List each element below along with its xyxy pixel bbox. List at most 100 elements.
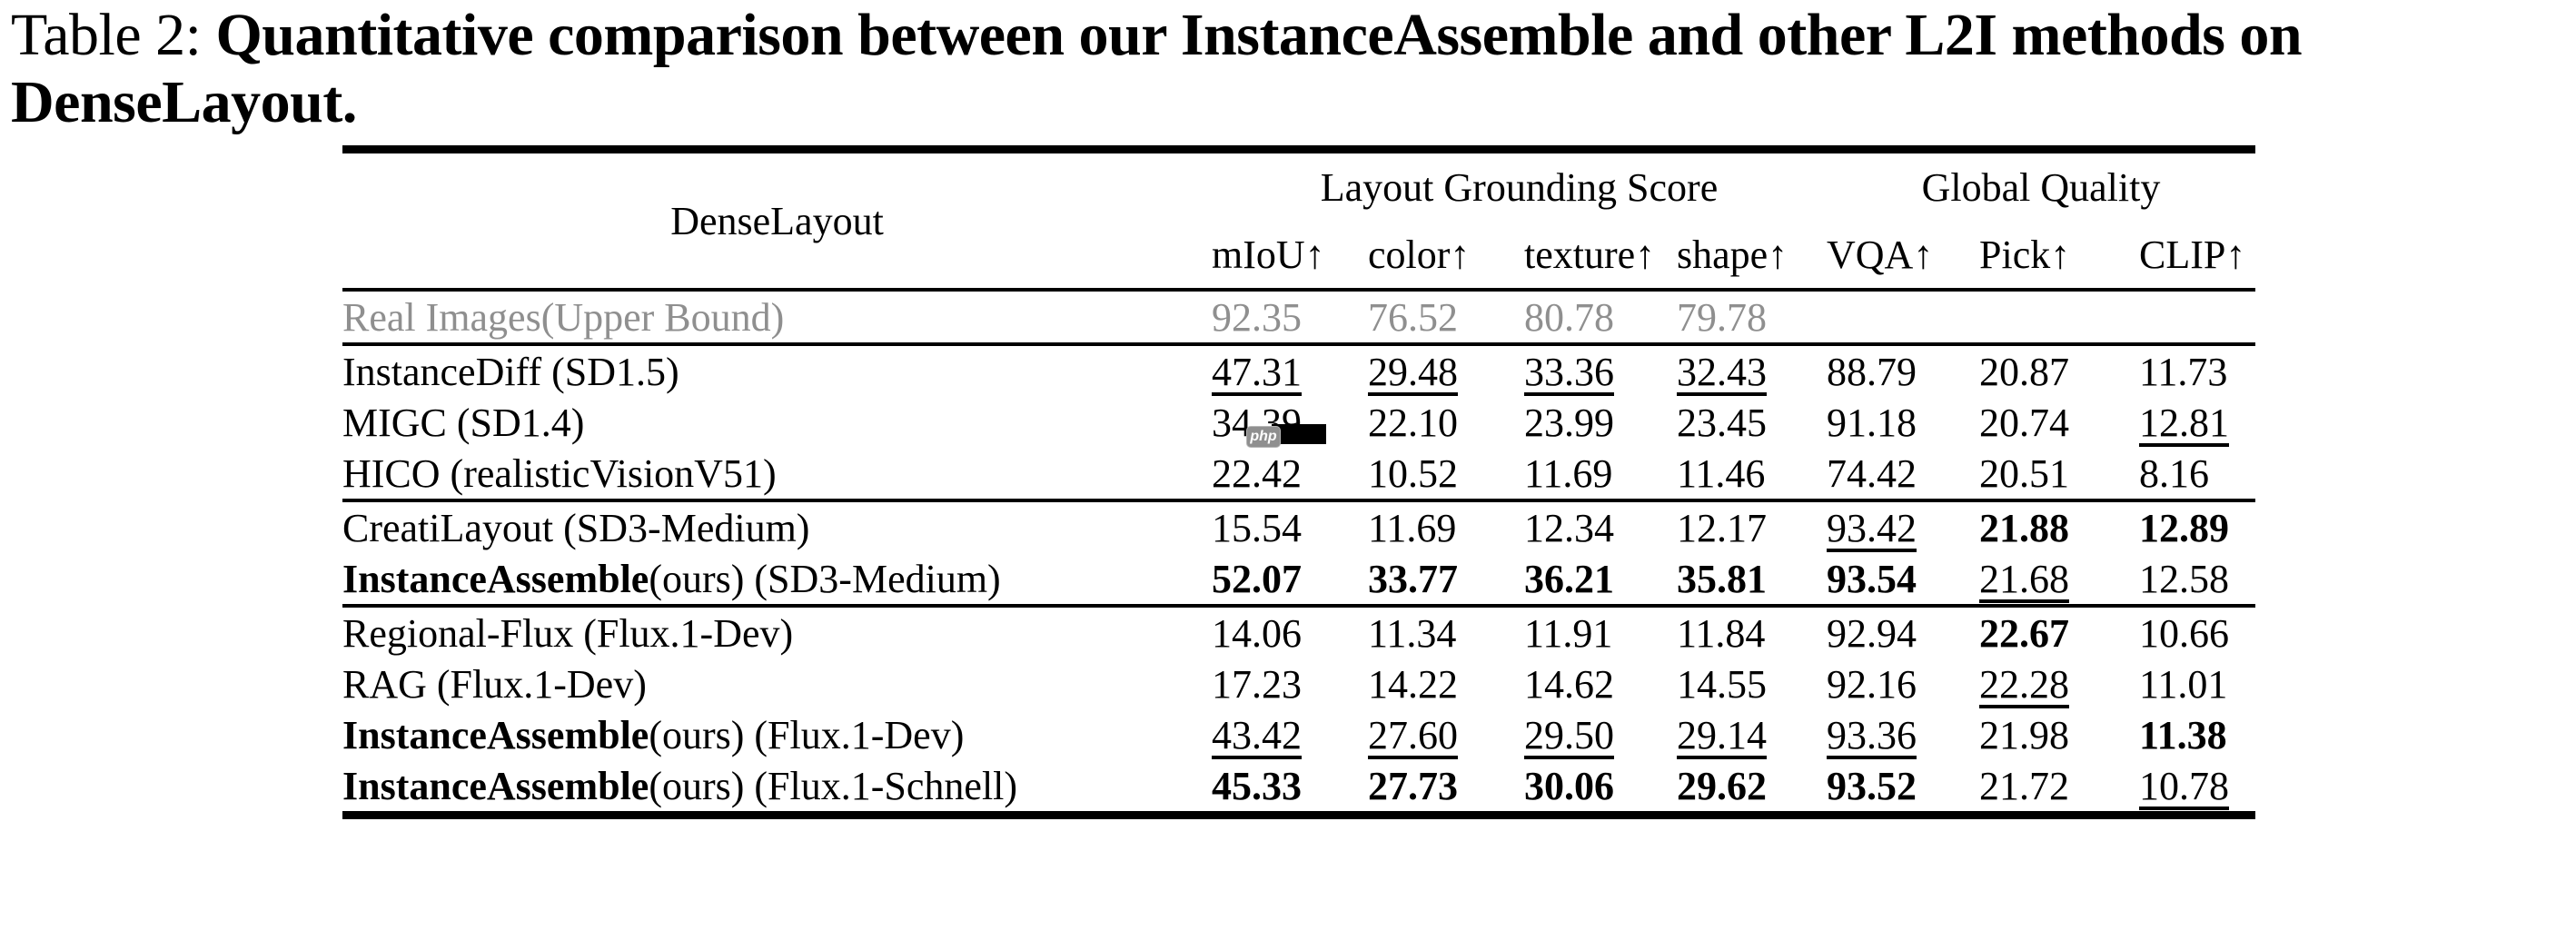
column-header: CLIP↑ <box>2139 232 2246 277</box>
table-cell: 11.38 <box>2139 709 2255 760</box>
table-cell: 52.07 <box>1212 553 1368 606</box>
cell-value: 12.58 <box>2139 556 2229 601</box>
cell-value: 92.35 <box>1212 294 1302 340</box>
cell-value: 93.36 <box>1827 712 1917 757</box>
column-header: color↑ <box>1368 232 1471 277</box>
cell-value: 52.07 <box>1212 556 1302 601</box>
cell-value: 12.34 <box>1524 505 1614 550</box>
cell-value: 11.38 <box>2139 712 2227 757</box>
table-cell: 80.78 <box>1524 288 1677 344</box>
redaction-bar <box>1272 424 1326 444</box>
table-row: HICO (realisticVisionV51) 22.42 10.52 11.69… <box>342 448 2255 500</box>
row-label: HICO (realisticVisionV51) <box>342 448 1212 500</box>
php-badge: php <box>1246 426 1281 448</box>
cell-value: 80.78 <box>1524 294 1614 340</box>
cell-value: 11.01 <box>2139 661 2228 707</box>
table-row: Regional-Flux (Flux.1-Dev) 14.06 11.34 11.9… <box>342 604 2255 658</box>
cell-value: 23.45 <box>1677 400 1767 445</box>
table-header: DenseLayout Layout Grounding Score Global … <box>342 150 2255 291</box>
row-label: Real Images(Upper Bound) <box>342 288 1212 344</box>
table-cell: 22.67 <box>1979 604 2139 658</box>
row-label-text: InstanceDiff (SD1.5) <box>342 349 679 394</box>
cell-value: 27.73 <box>1368 763 1458 808</box>
cell-value: 36.21 <box>1524 556 1614 601</box>
table-row: RAG (Flux.1-Dev) 17.23 14.22 14.62 14.55 92.1… <box>342 658 2255 709</box>
cell-value: 74.42 <box>1827 450 1917 496</box>
row-label-text: HICO (realisticVisionV51) <box>342 450 777 496</box>
cell-value: 11.69 <box>1524 450 1613 496</box>
table-cell: 11.46 <box>1677 448 1827 500</box>
table-cell: 43.42 <box>1212 709 1368 760</box>
cell-value: 30.06 <box>1524 763 1614 808</box>
row-label: InstanceDiff (SD1.5) <box>342 342 1212 397</box>
upper-bound-row: Real Images(Upper Bound) 92.35 76.52 80.78 7… <box>342 288 2255 344</box>
table-cell: 11.73 <box>2139 342 2255 397</box>
cell-value: 10.52 <box>1368 450 1458 496</box>
group-header-global-quality: Global Quality <box>1921 164 2161 210</box>
table-cell <box>1827 288 1979 344</box>
table-cell: 11.91 <box>1524 604 1677 658</box>
cell-value: 11.46 <box>1677 450 1766 496</box>
table-cell: 34.39 php <box>1212 397 1368 448</box>
cell-value: 20.74 <box>1979 400 2069 445</box>
flux-group: Regional-Flux (Flux.1-Dev) 14.06 11.34 11.9… <box>342 604 2255 816</box>
cell-value: 21.88 <box>1979 505 2069 550</box>
table-cell: 33.36 <box>1524 342 1677 397</box>
table-cell: 22.42 <box>1212 448 1368 500</box>
column-header: texture↑ <box>1524 232 1656 277</box>
group-header-row: DenseLayout Layout Grounding Score Global … <box>342 150 2255 243</box>
row-label-text: (ours) (Flux.1-Schnell) <box>649 763 1018 808</box>
cell-value: 14.55 <box>1677 661 1767 707</box>
cell-value: 8.16 <box>2139 450 2209 496</box>
cell-value: 22.28 <box>1979 661 2069 707</box>
table-cell: 12.34 <box>1524 499 1677 553</box>
cell-value: 92.94 <box>1827 610 1917 656</box>
table-cell: 88.79 <box>1827 342 1979 397</box>
cell-value: 22.67 <box>1979 610 2069 656</box>
table-row: InstanceAssemble(ours) (SD3-Medium) 52.07… <box>342 553 2255 606</box>
table-cell: 27.73 <box>1368 760 1524 816</box>
table-cell: 93.36 <box>1827 709 1979 760</box>
table-cell: 8.16 <box>2139 448 2255 500</box>
table-cell: 10.66 <box>2139 604 2255 658</box>
results-table: DenseLayout Layout Grounding Score Global … <box>342 145 2255 819</box>
table-cell: 11.69 <box>1368 499 1524 553</box>
table-cell: 15.54 <box>1212 499 1368 553</box>
cell-value: 33.77 <box>1368 556 1458 601</box>
cell-value: 29.62 <box>1677 763 1767 808</box>
table-cell: 79.78 <box>1677 288 1827 344</box>
cell-value: 21.72 <box>1979 763 2069 808</box>
table-cell: 14.22 <box>1368 658 1524 709</box>
row-label: InstanceAssemble(ours) (Flux.1-Schnell) <box>342 760 1212 816</box>
table-row: MIGC (SD1.4) 34.39 php 22.10 23.99 23.45 91.18… <box>342 397 2255 448</box>
table-cell: 35.81 <box>1677 553 1827 606</box>
cell-value: 33.36 <box>1524 349 1614 394</box>
table-cell: 11.69 <box>1524 448 1677 500</box>
cell-value: 35.81 <box>1677 556 1767 601</box>
cell-value: 11.84 <box>1677 610 1766 656</box>
cell-value: 12.17 <box>1677 505 1767 550</box>
row-label-text: RAG (Flux.1-Dev) <box>342 661 647 707</box>
upper-bound-group: Real Images(Upper Bound) 92.35 76.52 80.78 7… <box>342 288 2255 344</box>
row-label-text: MIGC (SD1.4) <box>342 400 585 445</box>
table-cell: 14.62 <box>1524 658 1677 709</box>
cell-value: 43.42 <box>1212 712 1302 757</box>
column-header: VQA↑ <box>1827 232 1934 277</box>
table-cell: 33.77 <box>1368 553 1524 606</box>
cell-value: 21.98 <box>1979 712 2069 757</box>
table-cell: 21.88 <box>1979 499 2139 553</box>
table-cell: 11.84 <box>1677 604 1827 658</box>
cell-value: 10.66 <box>2139 610 2229 656</box>
table-row: InstanceAssemble(ours) (Flux.1-Schnell) 4… <box>342 760 2255 816</box>
cell-value: 47.31 <box>1212 349 1302 394</box>
cell-value: 11.69 <box>1368 505 1457 550</box>
row-label: MIGC (SD1.4) <box>342 397 1212 448</box>
table-cell: 12.17 <box>1677 499 1827 553</box>
column-header: shape↑ <box>1677 232 1788 277</box>
table-cell: 92.94 <box>1827 604 1979 658</box>
row-label-text: (ours) (Flux.1-Dev) <box>649 712 965 757</box>
table-cell <box>1979 288 2139 344</box>
table-cell: 93.54 <box>1827 553 1979 606</box>
cell-value: 11.91 <box>1524 610 1613 656</box>
table-cell: 29.50 <box>1524 709 1677 760</box>
